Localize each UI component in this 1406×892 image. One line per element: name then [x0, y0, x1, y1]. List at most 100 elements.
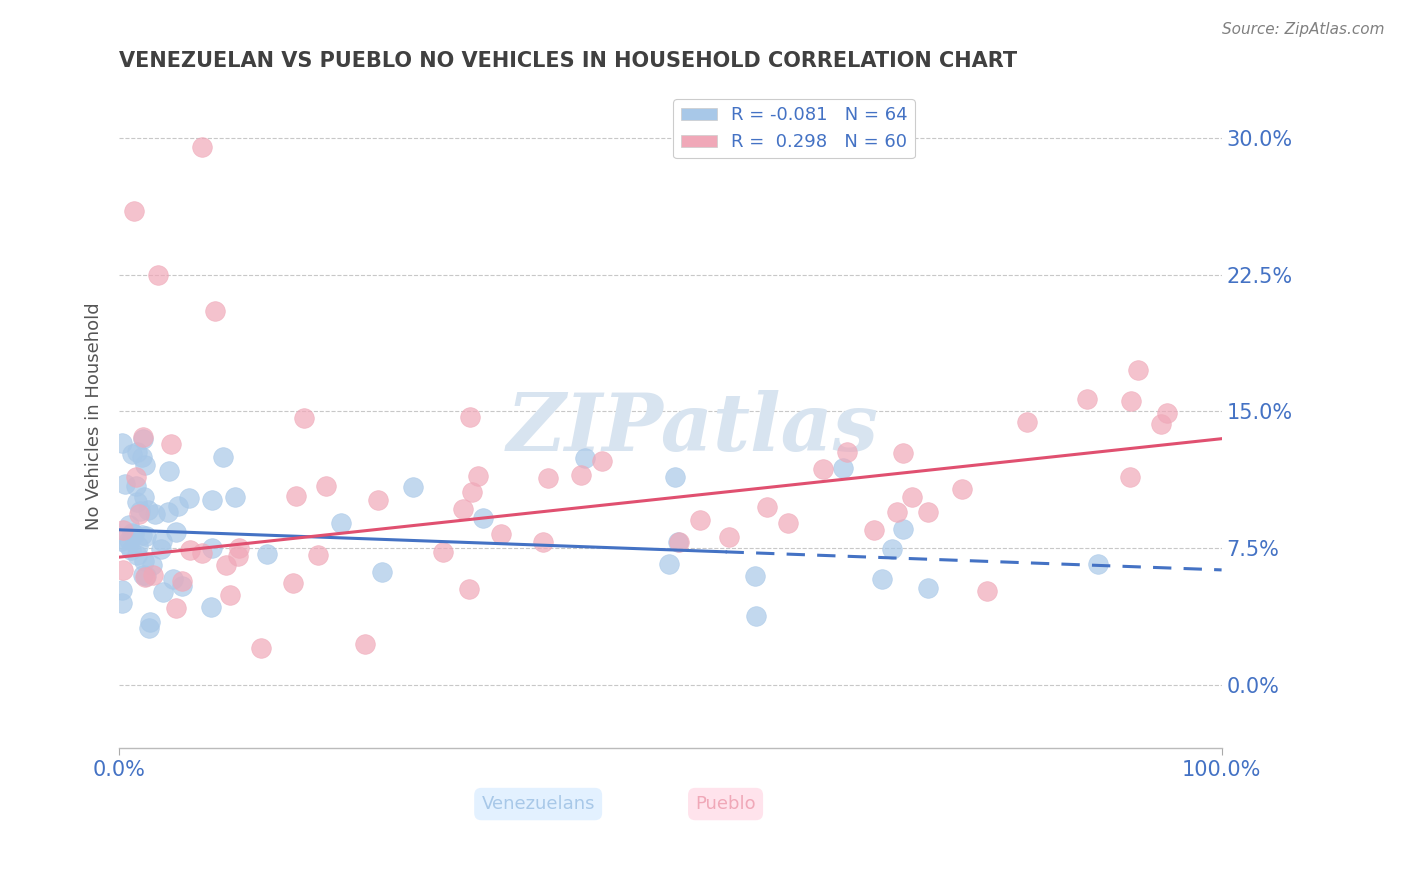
Point — [179, 542, 201, 557]
Point — [160, 436, 183, 450]
Point — [882, 541, 904, 556]
Point — [215, 558, 238, 572]
Point — [165, 525, 187, 540]
Point — [228, 541, 250, 555]
Point — [950, 482, 973, 496]
Text: VENEZUELAN VS PUEBLO NO VEHICLES IN HOUSEHOLD CORRELATION CHART: VENEZUELAN VS PUEBLO NO VEHICLES IN HOUS… — [120, 51, 1018, 70]
Point — [811, 462, 834, 476]
Point — [204, 304, 226, 318]
Point — [1126, 363, 1149, 377]
Point — [354, 637, 377, 651]
Point — [122, 203, 145, 218]
Point — [458, 582, 481, 596]
Point — [128, 503, 150, 517]
Point — [111, 596, 134, 610]
Point — [745, 608, 768, 623]
Point — [591, 453, 613, 467]
Point — [218, 588, 240, 602]
Point — [211, 450, 233, 464]
Point — [191, 140, 214, 154]
Point — [157, 506, 180, 520]
Point — [451, 502, 474, 516]
Point — [917, 582, 939, 596]
Point — [891, 445, 914, 459]
Point — [131, 432, 153, 446]
Point — [117, 538, 139, 552]
Point — [111, 436, 134, 450]
Point — [837, 445, 859, 459]
Point — [832, 461, 855, 475]
Point — [283, 575, 305, 590]
Point — [132, 554, 155, 568]
Point — [870, 573, 893, 587]
Point — [537, 471, 560, 485]
Point — [1015, 415, 1038, 429]
Point — [491, 527, 513, 541]
Point — [1087, 558, 1109, 572]
Point — [200, 599, 222, 614]
Point — [146, 268, 169, 282]
Point — [157, 464, 180, 478]
Point — [149, 541, 172, 556]
Point — [132, 567, 155, 582]
Text: Pueblo: Pueblo — [695, 795, 756, 813]
Point — [467, 469, 489, 483]
Point — [664, 470, 686, 484]
Point — [162, 572, 184, 586]
Point — [120, 542, 142, 557]
Point — [744, 569, 766, 583]
Point — [127, 539, 149, 553]
Point — [110, 533, 132, 548]
Point — [432, 545, 454, 559]
Point — [152, 585, 174, 599]
Point — [179, 491, 201, 505]
Y-axis label: No Vehicles in Household: No Vehicles in Household — [86, 302, 103, 530]
Point — [125, 479, 148, 493]
Point — [111, 524, 134, 538]
Point — [367, 493, 389, 508]
Point — [142, 568, 165, 582]
Text: Venezuelans: Venezuelans — [481, 795, 595, 813]
Point — [121, 526, 143, 541]
Point — [201, 541, 224, 555]
Text: ZIPatlas: ZIPatlas — [506, 391, 879, 468]
Point — [121, 447, 143, 461]
Legend: R = -0.081   N = 64, R =  0.298   N = 60: R = -0.081 N = 64, R = 0.298 N = 60 — [673, 99, 915, 159]
Point — [150, 534, 173, 549]
Point — [201, 492, 224, 507]
Point — [125, 495, 148, 509]
Point — [166, 500, 188, 514]
Point — [134, 458, 156, 472]
Point — [118, 533, 141, 547]
Point — [756, 500, 779, 515]
Point — [574, 450, 596, 465]
Point — [307, 548, 329, 562]
Point — [114, 477, 136, 491]
Point — [891, 523, 914, 537]
Point — [668, 534, 690, 549]
Point — [776, 516, 799, 531]
Point — [718, 530, 741, 544]
Point — [111, 563, 134, 577]
Point — [329, 516, 352, 530]
Point — [132, 430, 155, 444]
Point — [138, 621, 160, 635]
Point — [471, 511, 494, 525]
Point — [292, 410, 315, 425]
Point — [460, 410, 482, 425]
Point — [165, 601, 187, 615]
Point — [139, 615, 162, 629]
Point — [127, 548, 149, 562]
Point — [143, 507, 166, 521]
Point — [658, 558, 681, 572]
Point — [900, 490, 922, 504]
Point — [249, 641, 271, 656]
Point — [131, 450, 153, 465]
Point — [135, 569, 157, 583]
Point — [666, 535, 689, 549]
Point — [461, 485, 484, 500]
Point — [136, 502, 159, 516]
Point — [122, 527, 145, 541]
Point — [1156, 406, 1178, 420]
Point — [226, 549, 249, 564]
